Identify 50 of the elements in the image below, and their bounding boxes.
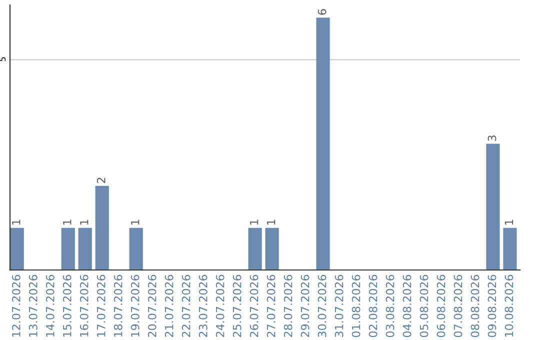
x-tick-label: 26.07.2026 — [250, 274, 258, 337]
x-tick-label: 22.07.2026 — [182, 274, 190, 337]
x-tick-label: 19.07.2026 — [130, 274, 140, 337]
x-tick-label: 24.07.2026 — [216, 274, 224, 337]
x-tick-label: 12.07.2026 — [12, 274, 20, 337]
data-label: 1 — [12, 220, 20, 225]
x-tick-label: 15.07.2026 — [62, 274, 72, 337]
x-tick-label: 10.08.2026 — [504, 274, 514, 337]
x-tick-label: 18.07.2026 — [114, 274, 122, 337]
x-tick-label: 31.07.2026 — [334, 274, 344, 337]
bar — [316, 18, 330, 270]
x-tick-label: 03.08.2026 — [386, 274, 394, 338]
bar — [95, 186, 109, 270]
x-tick-label: 04.08.2026 — [402, 274, 412, 338]
x-tick-label: 25.07.2026 — [232, 274, 242, 337]
bar — [61, 228, 75, 270]
data-label: 1 — [267, 220, 276, 225]
data-label: 1 — [504, 220, 514, 225]
x-tick-label: 08.08.2026 — [470, 274, 480, 338]
data-label: 1 — [250, 220, 258, 225]
bar — [10, 228, 24, 270]
bar — [503, 228, 517, 270]
bar — [486, 144, 500, 270]
x-tick-label: 02.08.2026 — [368, 274, 378, 338]
bar — [265, 228, 279, 270]
data-label: 1 — [63, 220, 72, 225]
x-tick-label: 16.07.2026 — [80, 274, 88, 337]
x-tick-label: 13.07.2026 — [28, 274, 38, 337]
data-label: 2 — [96, 178, 106, 183]
x-tick-label: 09.08.2026 — [488, 274, 496, 338]
x-tick-label: 05.08.2026 — [420, 274, 428, 338]
x-tick-label: 06.08.2026 — [436, 274, 446, 338]
data-label: 6 — [318, 9, 326, 15]
x-tick-label: 27.07.2026 — [266, 274, 276, 337]
x-tick-label: 07.08.2026 — [454, 274, 462, 338]
bar — [129, 228, 143, 270]
bar — [78, 228, 92, 270]
data-label: 3 — [488, 136, 496, 141]
x-tick-label: 28.07.2026 — [284, 274, 292, 337]
x-tick-label: 30.07.2026 — [318, 274, 326, 337]
data-label: 1 — [131, 220, 140, 225]
x-tick-label: 20.07.2026 — [148, 274, 156, 337]
x-tick-label: 17.07.2026 — [96, 274, 106, 337]
x-tick-label: 01.08.2026 — [352, 274, 360, 338]
bar — [248, 228, 262, 270]
x-tick-label: 14.07.2026 — [46, 274, 54, 337]
x-tick-label: 21.07.2026 — [164, 274, 174, 337]
data-label: 1 — [80, 220, 88, 225]
x-tick-label: 23.07.2026 — [198, 274, 208, 337]
x-tick-label: 29.07.2026 — [300, 274, 310, 337]
